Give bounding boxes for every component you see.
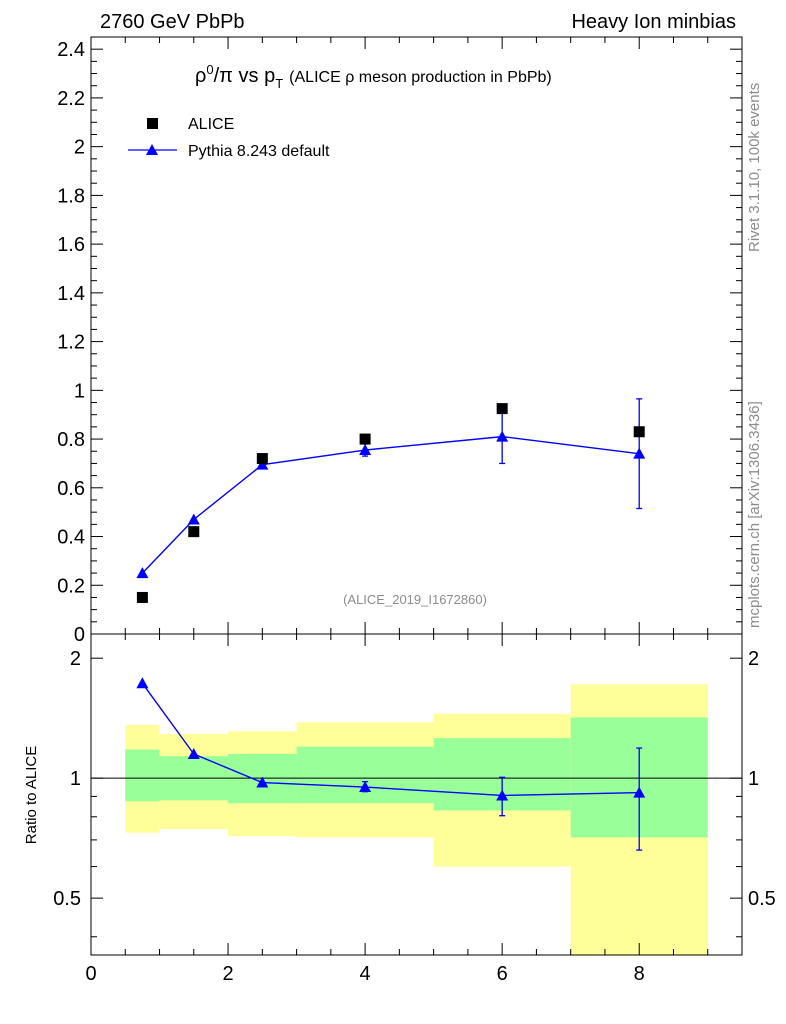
header-right: Heavy Ion minbias bbox=[571, 11, 736, 33]
pythia-point bbox=[359, 444, 372, 456]
rivet-label: Rivet 3.1.10, 100k events bbox=[746, 83, 763, 252]
y-tick-label: 2.4 bbox=[57, 39, 85, 61]
ratio-y-tick-label-right: 2 bbox=[748, 648, 759, 670]
ratio-y-tick-label: 1 bbox=[70, 768, 81, 790]
ratio-panel: 0.5 0.5 1 1 2 2 0 2 4 6 8 bbox=[53, 633, 776, 985]
x-tick-label: 6 bbox=[497, 963, 508, 985]
y-tick-label: 1.4 bbox=[57, 283, 85, 305]
ratio-y-tick-label: 2 bbox=[70, 648, 81, 670]
alice-point bbox=[496, 403, 508, 415]
ratio-pythia-point bbox=[496, 789, 509, 801]
y-tick-label: 1.6 bbox=[57, 234, 85, 256]
ratio-y-tick-label-right: 1 bbox=[748, 768, 759, 790]
main-panel: 0 0.2 0.4 0.6 0.8 1 1.2 1.4 1.6 1.8 2 2.2 2.4 bbox=[57, 36, 743, 646]
y-tick-label: 0.6 bbox=[57, 478, 85, 500]
pythia-point bbox=[187, 513, 200, 525]
alice-point bbox=[633, 426, 645, 438]
legend-pythia-label: Pythia 8.243 default bbox=[188, 143, 330, 160]
alice-point bbox=[136, 591, 148, 603]
uncertainty-band-green bbox=[125, 749, 160, 802]
x-tick-label: 0 bbox=[85, 963, 96, 985]
y-tick-label: 2 bbox=[74, 137, 85, 159]
alice-point bbox=[188, 526, 200, 538]
y-tick-label: 0.8 bbox=[57, 429, 85, 451]
y-tick-label: 1.2 bbox=[57, 332, 85, 354]
alice-point bbox=[359, 433, 371, 445]
pythia-point bbox=[136, 567, 149, 579]
ratio-pythia-point bbox=[633, 786, 646, 798]
legend-pythia-marker bbox=[146, 144, 158, 155]
ratio-pythia-point bbox=[136, 677, 149, 689]
uncertainty-band-green bbox=[296, 746, 434, 804]
x-tick-label: 2 bbox=[222, 963, 233, 985]
y-tick-label: 0.4 bbox=[57, 527, 85, 549]
y-tick-label: 2.2 bbox=[57, 88, 85, 110]
y-tick-label: 1.8 bbox=[57, 185, 85, 207]
ratio-pythia-point bbox=[256, 776, 269, 788]
ratio-ylabel: Ratio to ALICE bbox=[23, 746, 40, 844]
y-tick-label: 0 bbox=[74, 624, 85, 646]
analysis-watermark: (ALICE_2019_I1672860) bbox=[343, 592, 487, 607]
y-tick-label: 0.2 bbox=[57, 575, 85, 597]
header-left: 2760 GeV PbPb bbox=[100, 11, 245, 33]
x-tick-label: 4 bbox=[360, 963, 371, 985]
ratio-pythia-point bbox=[359, 781, 372, 793]
x-tick-label: 8 bbox=[634, 963, 645, 985]
ratio-pythia-point bbox=[187, 747, 200, 759]
pythia-point bbox=[633, 447, 646, 459]
main-title: ρ0/π vs pT (ALICE ρ meson production in P… bbox=[195, 62, 552, 91]
pythia-point bbox=[496, 430, 509, 442]
legend-alice-label: ALICE bbox=[188, 116, 234, 133]
ratio-frame bbox=[90, 633, 743, 956]
legend-alice-marker bbox=[147, 118, 158, 129]
ratio-y-tick-label-right: 0.5 bbox=[748, 888, 776, 910]
legend: ALICE Pythia 8.243 default bbox=[128, 116, 330, 160]
pythia-line bbox=[141, 435, 640, 574]
ratio-y-tick-label: 0.5 bbox=[53, 888, 81, 910]
pythia-point bbox=[256, 458, 269, 470]
y-tick-label: 1 bbox=[74, 380, 85, 402]
alice-point bbox=[256, 453, 268, 465]
mcplots-label: mcplots.cern.ch [arXiv:1306.3436] bbox=[746, 401, 763, 628]
ratio-pythia-line bbox=[141, 682, 640, 797]
